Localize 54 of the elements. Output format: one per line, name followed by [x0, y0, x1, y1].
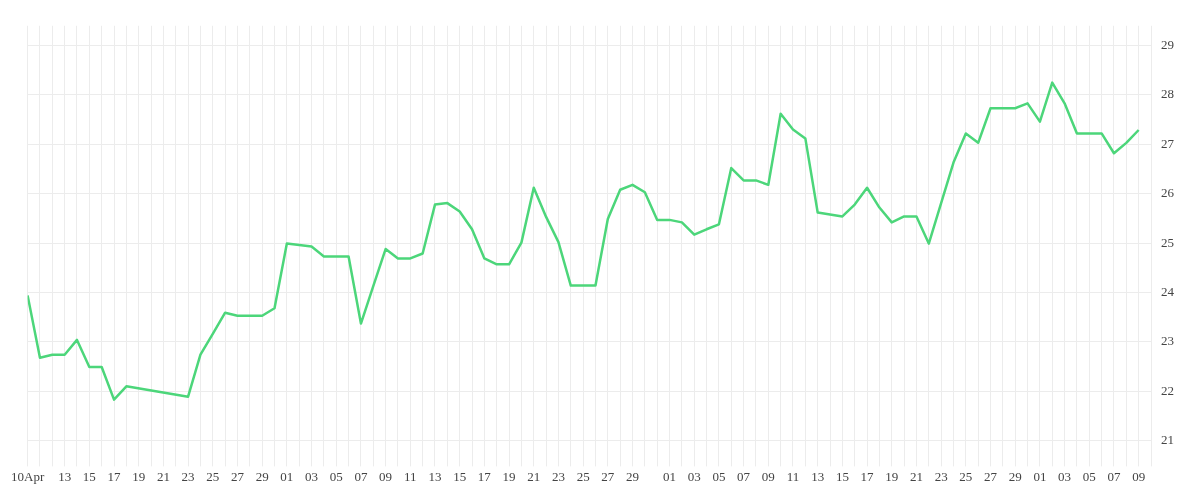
- x-tick-label: 25: [206, 468, 220, 484]
- x-tick-label: 27: [601, 468, 615, 484]
- x-tick-label: 25: [576, 468, 590, 484]
- x-tick-label: 29: [626, 468, 640, 484]
- x-tick-label: 03: [1058, 468, 1072, 484]
- y-tick-label: 28: [1161, 86, 1174, 102]
- x-tick-label: 15: [453, 468, 467, 484]
- x-tick-label: 01: [1033, 468, 1047, 484]
- x-tick-label: 27: [230, 468, 245, 484]
- x-tick-label: 17: [107, 468, 122, 484]
- y-tick-label: 27: [1161, 135, 1175, 151]
- x-tick-label: 05: [329, 468, 343, 484]
- x-tick-label: 13: [58, 468, 72, 484]
- x-tick-label: 27: [984, 468, 998, 484]
- x-tick-label: 29: [1008, 468, 1022, 484]
- x-tick-label: 09: [1132, 468, 1146, 484]
- x-tick-label: 05: [712, 468, 726, 484]
- x-tick-label: 21: [156, 468, 170, 484]
- x-tick-label: 23: [934, 468, 948, 484]
- x-tick-label: 19: [132, 468, 146, 484]
- x-tick-label: 21: [909, 468, 923, 484]
- x-tick-label: 25: [959, 468, 973, 484]
- y-tick-label: 25: [1161, 234, 1174, 250]
- y-tick-label: 26: [1161, 185, 1175, 201]
- x-tick-label: 07: [354, 468, 368, 484]
- x-tick-label: 09: [761, 468, 775, 484]
- y-tick-label: 24: [1161, 283, 1175, 299]
- x-tick-label: 23: [181, 468, 195, 484]
- x-tick-label: 03: [305, 468, 319, 484]
- x-tick-label: 01: [663, 468, 677, 484]
- x-tick-label: 17: [860, 468, 875, 484]
- y-tick-label: 22: [1161, 382, 1174, 398]
- x-tick-label: 23: [551, 468, 565, 484]
- x-tick-label: 21: [527, 468, 541, 484]
- x-tick-label: 09: [379, 468, 393, 484]
- x-tick-label: 11: [404, 468, 417, 484]
- x-tick-label: 17: [477, 468, 492, 484]
- x-tick-label: 07: [737, 468, 751, 484]
- x-tick-label: 03: [687, 468, 701, 484]
- x-tick-label: 19: [502, 468, 516, 484]
- x-tick-label: 05: [1082, 468, 1096, 484]
- x-tick-label: 15: [835, 468, 849, 484]
- x-tick-label: 11: [786, 468, 800, 484]
- x-tick-label: 13: [428, 468, 442, 484]
- x-tick-label: 07: [1107, 468, 1121, 484]
- y-tick-label: 21: [1161, 432, 1174, 448]
- x-tick-label: 13: [811, 468, 825, 484]
- x-tick-label: 19: [885, 468, 899, 484]
- x-tick-label: 15: [82, 468, 96, 484]
- y-tick-label: 23: [1161, 333, 1174, 349]
- x-tick-label: 29: [255, 468, 269, 484]
- x-tick-label: 10Apr: [11, 468, 45, 484]
- y-tick-label: 29: [1161, 36, 1174, 52]
- x-tick-label: 01: [280, 468, 294, 484]
